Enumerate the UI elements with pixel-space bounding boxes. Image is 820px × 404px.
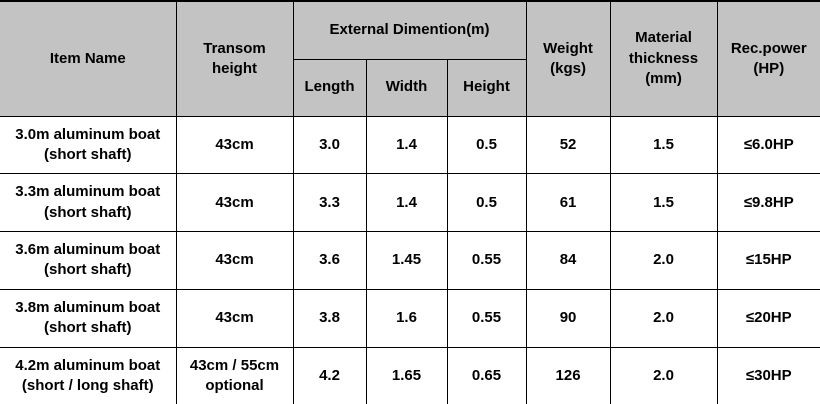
table-body: 3.0m aluminum boat (short shaft) 43cm 3.… [0, 115, 820, 404]
header-material-thickness: Material thickness (mm) [609, 0, 718, 117]
cell-power: ≤30HP [716, 346, 820, 404]
cell-weight: 90 [525, 288, 611, 348]
table-row: 4.2m aluminum boat (short / long shaft) … [0, 346, 820, 404]
header-transom-height: Transom height [175, 0, 294, 117]
cell-width: 1.65 [365, 346, 448, 404]
cell-weight: 61 [525, 173, 611, 233]
cell-length: 3.6 [292, 231, 367, 290]
cell-height: 0.5 [446, 115, 527, 175]
cell-width: 1.6 [365, 288, 448, 348]
cell-thickness: 2.0 [609, 231, 718, 290]
cell-length: 3.8 [292, 288, 367, 348]
cell-item-name: 3.6m aluminum boat (short shaft) [0, 231, 177, 290]
cell-power: ≤6.0HP [716, 115, 820, 175]
header-row-2: Length Width Height [0, 58, 820, 117]
cell-height: 0.65 [446, 346, 527, 404]
cell-thickness: 2.0 [609, 288, 718, 348]
cell-height: 0.5 [446, 173, 527, 233]
header-length: Length [292, 58, 367, 117]
cell-item-name: 3.3m aluminum boat (short shaft) [0, 173, 177, 233]
cell-item-name: 3.8m aluminum boat (short shaft) [0, 288, 177, 348]
cell-height: 0.55 [446, 288, 527, 348]
cell-length: 3.0 [292, 115, 367, 175]
cell-power: ≤15HP [716, 231, 820, 290]
cell-thickness: 1.5 [609, 115, 718, 175]
cell-transom: 43cm [175, 288, 294, 348]
table-row: 3.6m aluminum boat (short shaft) 43cm 3.… [0, 231, 820, 290]
cell-width: 1.45 [365, 231, 448, 290]
header-width: Width [365, 58, 448, 117]
cell-item-name: 4.2m aluminum boat (short / long shaft) [0, 346, 177, 404]
header-height: Height [446, 58, 527, 117]
cell-power: ≤9.8HP [716, 173, 820, 233]
header-row-1: Item Name Transom height External Diment… [0, 0, 820, 117]
table-row: 3.3m aluminum boat (short shaft) 43cm 3.… [0, 173, 820, 233]
cell-weight: 84 [525, 231, 611, 290]
cell-width: 1.4 [365, 173, 448, 233]
cell-transom: 43cm / 55cm optional [175, 346, 294, 404]
table-header: Item Name Transom height External Diment… [0, 0, 820, 117]
cell-width: 1.4 [365, 115, 448, 175]
cell-thickness: 1.5 [609, 173, 718, 233]
cell-length: 3.3 [292, 173, 367, 233]
cell-power: ≤20HP [716, 288, 820, 348]
header-weight: Weight (kgs) [525, 0, 611, 117]
cell-transom: 43cm [175, 231, 294, 290]
cell-weight: 126 [525, 346, 611, 404]
cell-item-name: 3.0m aluminum boat (short shaft) [0, 115, 177, 175]
header-item-name: Item Name [0, 0, 177, 117]
cell-transom: 43cm [175, 173, 294, 233]
table-row: 3.8m aluminum boat (short shaft) 43cm 3.… [0, 288, 820, 348]
table-row: 3.0m aluminum boat (short shaft) 43cm 3.… [0, 115, 820, 175]
cell-transom: 43cm [175, 115, 294, 175]
cell-thickness: 2.0 [609, 346, 718, 404]
header-rec-power: Rec.power (HP) [716, 0, 820, 117]
cell-height: 0.55 [446, 231, 527, 290]
header-external-dimension: External Dimention(m) [292, 0, 527, 60]
cell-length: 4.2 [292, 346, 367, 404]
cell-weight: 52 [525, 115, 611, 175]
